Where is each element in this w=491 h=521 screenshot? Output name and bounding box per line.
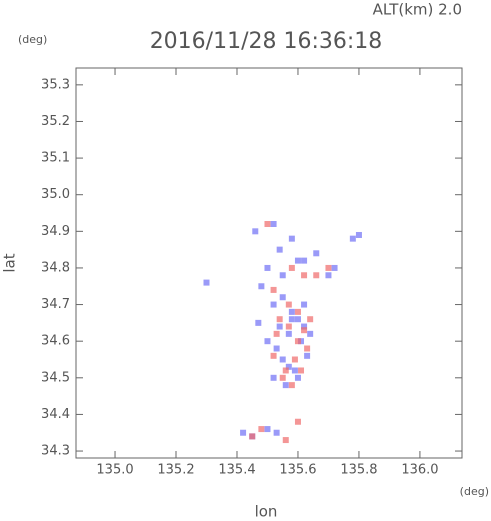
echo-cell	[301, 323, 308, 330]
echo-cell	[282, 437, 289, 444]
echo-cell	[301, 327, 308, 334]
echo-cell	[313, 272, 320, 279]
chart-title: 2016/11/28 16:36:18	[150, 29, 383, 54]
x-unit: (deg)	[460, 485, 489, 498]
echo-cell	[270, 221, 277, 227]
echo-cell	[276, 323, 283, 330]
y-axis-label: lat	[1, 253, 19, 272]
y-tick-label: 34.6	[41, 334, 70, 349]
echo-cell	[294, 374, 301, 381]
altitude-label: ALT(km) 2.0	[373, 1, 462, 19]
echo-cell	[279, 356, 286, 363]
echo-cell	[349, 235, 356, 242]
echo-cell	[294, 418, 301, 425]
y-tick-label: 34.5	[41, 370, 70, 385]
echo-cell	[258, 283, 265, 290]
y-tick-label: 34.7	[41, 297, 70, 312]
x-tick-label: 135.0	[96, 463, 133, 478]
echo-cell	[264, 264, 271, 271]
echo-cell	[279, 294, 286, 301]
echo-cell	[285, 363, 292, 370]
echo-cell	[288, 316, 295, 323]
echo-cell	[325, 264, 332, 271]
echo-cell	[294, 308, 301, 315]
echo-cell	[270, 301, 277, 308]
echo-cell	[313, 250, 320, 257]
x-tick-label: 135.2	[157, 463, 194, 478]
echo-cell	[298, 338, 305, 345]
x-axis-label: lon	[255, 503, 278, 521]
y-tick-label: 34.3	[41, 444, 70, 459]
echo-cell	[355, 231, 362, 238]
echo-cell	[264, 338, 271, 345]
echo-cell	[252, 228, 259, 235]
echo-cell	[282, 382, 289, 389]
echo-cell	[325, 272, 332, 279]
y-tick-label: 35.0	[41, 187, 70, 202]
y-unit: (deg)	[18, 33, 47, 46]
echo-cell	[273, 330, 280, 337]
echo-cell	[276, 316, 283, 323]
echo-cell	[291, 367, 298, 374]
echo-cell	[285, 301, 292, 308]
y-tick-label: 34.9	[41, 224, 70, 239]
echo-cell	[270, 352, 277, 359]
echo-cell	[279, 374, 286, 381]
echo-cell	[279, 272, 286, 279]
echo-cell	[288, 308, 295, 315]
echo-cell	[255, 319, 262, 326]
x-tick-label: 136.0	[401, 463, 438, 478]
plot-frame	[75, 67, 463, 459]
echo-cell	[285, 330, 292, 337]
echo-cell	[304, 352, 311, 359]
echo-cell	[258, 426, 265, 433]
echo-cell	[301, 301, 308, 308]
y-tick-label: 35.2	[41, 114, 70, 129]
echo-cell	[276, 246, 283, 253]
echo-cell	[291, 356, 298, 363]
echo-cell	[301, 272, 308, 279]
echo-cell	[304, 345, 311, 352]
echo-cell	[273, 429, 280, 436]
echo-cell	[298, 367, 305, 374]
y-tick-label: 35.1	[41, 151, 70, 166]
echo-cell	[288, 235, 295, 242]
x-tick-label: 135.4	[218, 463, 255, 478]
echo-cell	[288, 264, 295, 271]
echo-cell	[294, 257, 301, 264]
echo-cell	[282, 367, 289, 374]
echo-cell	[331, 264, 338, 271]
y-tick-label: 34.8	[41, 260, 70, 275]
echo-cell	[203, 279, 210, 286]
echo-cell	[270, 374, 277, 381]
echo-cell	[264, 221, 271, 227]
echo-cell	[264, 426, 271, 433]
y-tick-label: 34.4	[41, 407, 70, 422]
echo-cell	[285, 323, 292, 330]
echo-cell	[307, 316, 314, 323]
echo-cell	[270, 286, 277, 293]
echo-cell	[307, 330, 314, 337]
echo-cell	[294, 338, 301, 345]
y-tick-label: 35.3	[41, 77, 70, 92]
echo-cell	[301, 257, 308, 264]
echo-cell	[294, 316, 301, 323]
echo-cell	[240, 429, 247, 436]
echo-cell	[273, 345, 280, 352]
echo-cell	[288, 382, 295, 389]
x-tick-label: 135.8	[340, 463, 377, 478]
x-tick-label: 135.6	[279, 463, 316, 478]
echo-cell	[249, 433, 256, 440]
